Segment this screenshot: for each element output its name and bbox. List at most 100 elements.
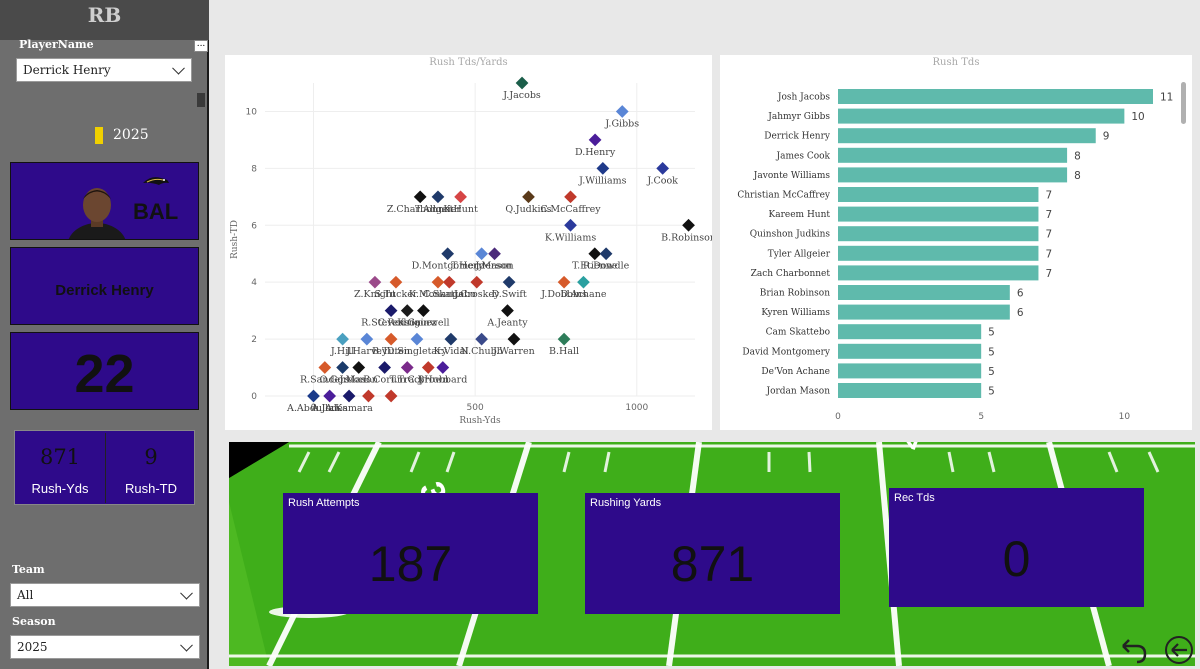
scatter-point <box>475 332 488 346</box>
bar-value-label: 9 <box>1103 131 1110 143</box>
y-tick-label: 0 <box>251 392 257 402</box>
bar-value-label: 6 <box>1017 288 1024 300</box>
scatter-point <box>421 361 435 374</box>
bar <box>838 245 1039 261</box>
point-label: J.Dobbins <box>540 289 587 300</box>
y-tick-label: 6 <box>251 221 257 231</box>
scatter-point <box>682 218 695 232</box>
bar-category-label: De'Von Achane <box>761 367 830 377</box>
scatter-title: Rush Tds/Yards <box>429 57 508 68</box>
y-tick-label: 4 <box>251 278 257 288</box>
rec-tds-card: Rec Tds 0 <box>889 488 1144 607</box>
scatter-point <box>442 275 456 289</box>
x-axis-label: Rush-Yds <box>459 416 501 426</box>
point-label: A.Jeanty <box>486 318 528 329</box>
bar-chart-scrollbar[interactable] <box>1181 82 1186 124</box>
bar <box>838 147 1068 163</box>
scrollbar-thumb[interactable] <box>197 93 205 107</box>
rushing-yards-card: Rushing Yards 871 <box>585 493 840 614</box>
bar-category-label: Josh Jacobs <box>777 93 830 103</box>
player-name-card: Derrick Henry <box>10 247 199 325</box>
bar-value-label: 7 <box>1045 248 1052 260</box>
season-dropdown[interactable]: 2025 <box>10 635 200 659</box>
player-headshot <box>68 188 126 239</box>
point-label: J.Hill <box>330 346 355 357</box>
scatter-point <box>378 361 391 374</box>
x-tick-label: 5 <box>978 412 984 422</box>
scatter-point <box>588 247 602 261</box>
scatter-point <box>656 161 670 175</box>
undo-icon[interactable] <box>1117 636 1151 666</box>
scatter-point <box>352 361 366 374</box>
scatter-point <box>488 247 501 261</box>
point-label: D.Singletary <box>387 346 448 357</box>
team-card: BAL <box>10 162 199 240</box>
scatter-point <box>389 275 403 289</box>
bar-chart: 0 5 10 Josh Jacobs 11 Jahmyr Gibbs 10 Derrick H… <box>737 89 1173 422</box>
bar-value-label: 10 <box>1131 111 1144 123</box>
point-label: D.Montgomery <box>412 261 485 272</box>
scatter-point <box>502 275 516 289</box>
bar-value-label: 5 <box>988 366 995 378</box>
season-marker-icon <box>95 127 103 144</box>
scatter-point <box>444 332 458 346</box>
point-label: Z.Knight <box>354 289 396 300</box>
scatter-point <box>515 76 529 90</box>
scatter-chart: 0 2 4 6 8 10 0 500 1000 Rush-Yds Rush-TD J.Jacobs J.… <box>230 76 712 426</box>
scatter-point <box>441 247 455 261</box>
scatter-point <box>431 275 445 289</box>
point-label: N.Chubb <box>460 346 502 357</box>
bar-category-label: James Cook <box>776 151 831 161</box>
scatter-point <box>384 304 398 318</box>
point-label: J.Williams <box>578 175 627 186</box>
bar-value-label: 5 <box>988 327 995 339</box>
scatter-point <box>413 190 427 204</box>
scatter-point <box>318 361 332 374</box>
bar-value-label: 11 <box>1160 92 1173 104</box>
team-dropdown[interactable]: All <box>10 583 200 607</box>
x-tick-label: 0 <box>835 412 841 422</box>
point-label: J.Jacobs <box>502 90 541 101</box>
point-label: K.Gainwell <box>397 318 449 329</box>
point-label: A.Jones <box>311 403 348 414</box>
scatter-point <box>362 389 375 403</box>
point-label: J.Warren <box>492 346 535 357</box>
back-arrow-icon[interactable] <box>1163 634 1195 666</box>
bar <box>838 206 1039 222</box>
point-label: A.Abdullah <box>286 403 340 414</box>
point-label: T.Allgeier <box>415 204 461 215</box>
x-tick-label: 0 <box>311 403 317 413</box>
rush-yds-value: 871 <box>39 445 81 469</box>
point-label: J.Cook <box>646 175 678 186</box>
point-label: B.Robinson <box>661 232 712 243</box>
point-label: T.Etienne <box>572 261 618 272</box>
point-label: C.Rodriguez <box>378 318 437 329</box>
chevron-down-icon <box>180 638 193 652</box>
scatter-point <box>522 190 535 204</box>
position-title: RB <box>0 0 209 40</box>
player-name-dropdown[interactable]: Derrick Henry <box>16 58 192 82</box>
jersey-number: 22 <box>74 344 135 404</box>
team-dropdown-value: All <box>17 588 34 602</box>
point-label: C.Skattebo <box>423 289 476 300</box>
chevron-down-icon <box>172 61 185 75</box>
bar-value-label: 8 <box>1074 170 1081 182</box>
x-tick-label: 500 <box>467 403 484 413</box>
scatter-point <box>307 389 320 403</box>
rush-attempts-label: Rush Attempts <box>288 497 360 509</box>
scatter-point <box>368 275 382 289</box>
player-name-dropdown-value: Derrick Henry <box>23 63 111 77</box>
point-label: K.Monangai <box>409 289 467 300</box>
rec-tds-label: Rec Tds <box>894 492 935 504</box>
bar-category-label: Jordan Mason <box>765 387 830 397</box>
bar-value-label: 5 <box>988 386 995 398</box>
bar-value-label: 7 <box>1045 268 1052 280</box>
point-label: B.Tuten <box>372 346 410 357</box>
rush-attempts-value: 187 <box>368 536 453 592</box>
point-label: R.Sanders <box>300 375 350 386</box>
scatter-point <box>400 304 414 318</box>
point-label: J.Mason <box>474 261 513 272</box>
bar-panel: Rush Tds 0 5 10 Josh Jacobs 11 Jahmyr Gibbs 10… <box>720 55 1192 430</box>
x-tick-label: 10 <box>1119 412 1131 422</box>
more-options-button[interactable]: ... <box>194 40 208 52</box>
